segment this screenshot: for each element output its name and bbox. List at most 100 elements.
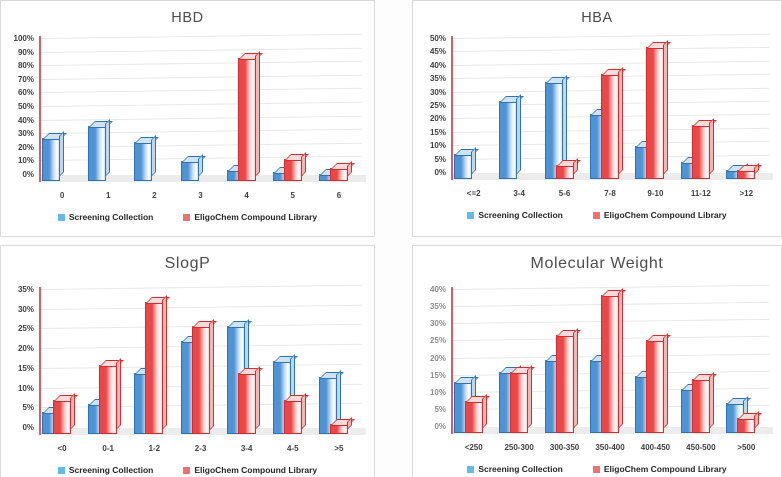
y-tick-label: 30%: [17, 129, 34, 139]
bar-eligochem: [329, 168, 348, 181]
y-axis-line: [39, 287, 41, 435]
y-tick-label: 20%: [17, 142, 34, 152]
x-tick-label: <=2: [466, 189, 481, 198]
legend-item-eligochem: EligoChem Compound Library: [592, 210, 727, 220]
legend-item-screening: Screening Collection: [467, 210, 563, 220]
y-axis-labels: 0% 5% 10% 15% 20% 25% 30% 35% 40% 45% 50%: [415, 34, 451, 180]
chart-body: 0% 5% 10% 15% 20% 25% 30% 35%: [3, 284, 366, 435]
x-tick-label: >500: [737, 443, 756, 452]
x-tick-label: 5: [290, 191, 296, 200]
bar-eligochem: [555, 334, 574, 433]
y-tick-label: 0%: [434, 168, 446, 177]
chart-title: HBD: [171, 10, 204, 26]
x-tick-label: <250: [464, 443, 483, 452]
bar-eligochem: [646, 47, 665, 179]
x-tick-label: 450-500: [686, 443, 716, 452]
legend-label: Screening Collection: [478, 210, 563, 220]
x-tick-label: 1-2: [148, 444, 161, 453]
bar-screening: [134, 142, 153, 181]
x-axis-labels: <0 0-1 1-2 2-3 3-4 4-5 >5: [39, 444, 362, 458]
chart-panel-molecular-weight: Molecular Weight 0% 5% 10% 15% 20% 25% 30% 35% 4…: [412, 245, 782, 477]
y-axis-labels: 0% 5% 10% 15% 20% 25% 30% 35%: [3, 285, 39, 435]
y-tick-label: 40%: [17, 115, 34, 125]
y-tick-label: 15%: [429, 127, 446, 137]
bar-eligochem: [737, 170, 756, 179]
x-tick-label: 0: [59, 191, 65, 200]
chart-plot: [451, 33, 773, 180]
bar-screening: [180, 161, 199, 181]
y-tick-label: 25%: [429, 101, 446, 110]
bar-eligochem: [237, 58, 256, 181]
bar-eligochem: [283, 400, 302, 434]
bar-eligochem: [646, 339, 665, 433]
chart-panel-hba: HBA 0% 5% 10% 15% 20% 25% 30% 35% 40% 45% 50% <=2 3…: [412, 0, 782, 237]
x-tick-label: 4: [244, 191, 249, 200]
y-tick-label: 100%: [13, 34, 34, 43]
legend-item-eligochem: EligoChem Compound Library: [183, 465, 317, 475]
chart-title: HBA: [581, 10, 613, 26]
legend-label: EligoChem Compound Library: [603, 210, 727, 220]
bar-eligochem: [237, 372, 256, 434]
bar-eligochem: [601, 73, 619, 179]
bar-eligochem: [99, 364, 118, 434]
x-tick-label: <0: [57, 444, 67, 453]
x-axis-labels: <250 250-300 300-350 350-400 400-450 450-500 >…: [451, 443, 769, 457]
bar-screening: [499, 100, 518, 179]
y-tick-label: 40%: [429, 60, 446, 70]
x-tick-label: 4-5: [287, 444, 299, 453]
legend-swatch-blue: [467, 465, 475, 473]
x-tick-label: >5: [334, 444, 344, 453]
legend-item-eligochem: EligoChem Compound Library: [183, 212, 317, 222]
legend-label: EligoChem Compound Library: [194, 465, 318, 475]
y-tick-label: 30%: [17, 304, 34, 314]
y-axis-line: [451, 36, 453, 180]
chart-plot: [39, 284, 366, 435]
bar-eligochem: [555, 164, 574, 179]
bars: [39, 39, 362, 181]
x-tick-label: 6: [336, 191, 342, 200]
legend: Screening Collection EligoChem Compound …: [413, 210, 781, 220]
bar-eligochem: [691, 379, 710, 433]
x-tick-label: 400-450: [640, 443, 671, 452]
x-tick-label: 11-12: [690, 189, 711, 198]
bar-eligochem: [691, 124, 710, 179]
y-tick-label: 0%: [22, 423, 34, 432]
x-tick-label: 2-3: [194, 444, 207, 453]
chart-panel-hbd: HBD 0% 10% 20% 30% 40% 50% 60% 70% 80% 90% 100% 0 1…: [0, 0, 375, 237]
legend-label: EligoChem Compound Library: [603, 464, 727, 474]
y-axis-labels: 0% 10% 20% 30% 40% 50% 60% 70% 80% 90% 100%: [3, 34, 39, 182]
legend-swatch-red: [183, 213, 191, 221]
legend: Screening Collection EligoChem Compound …: [413, 464, 781, 474]
bar-eligochem: [145, 301, 164, 434]
x-axis-labels: 0 1 2 3 4 5 6: [39, 191, 362, 205]
y-tick-label: 30%: [429, 319, 446, 329]
y-tick-label: 20%: [17, 344, 34, 354]
chart-floor: [39, 175, 366, 182]
bar-eligochem: [191, 325, 210, 434]
y-tick-label: 5%: [22, 403, 34, 413]
bar-screening: [88, 126, 107, 181]
y-axis-line: [39, 36, 41, 182]
legend-swatch-blue: [467, 211, 475, 219]
y-tick-label: 25%: [429, 336, 446, 346]
x-tick-label: 3-4: [240, 444, 253, 453]
x-tick-label: 300-350: [549, 443, 580, 452]
legend-item-screening: Screening Collection: [467, 464, 563, 474]
x-tick-label: 0-1: [102, 444, 114, 453]
x-tick-label: 1: [105, 191, 111, 200]
y-tick-label: 0%: [434, 422, 446, 431]
x-tick-label: 350-400: [595, 443, 625, 452]
legend: Screening Collection EligoChem Compound …: [1, 465, 374, 475]
bar-eligochem: [601, 295, 619, 433]
chart-plot: [451, 284, 773, 434]
y-tick-label: 0%: [22, 170, 34, 179]
bar-eligochem: [283, 158, 302, 181]
bar-eligochem: [737, 418, 756, 433]
bars: [451, 39, 769, 179]
y-tick-label: 5%: [434, 154, 446, 164]
y-tick-label: 45%: [429, 47, 446, 57]
y-axis-line: [451, 287, 453, 434]
x-tick-label: 250-300: [504, 443, 534, 452]
y-tick-label: 30%: [429, 87, 446, 97]
